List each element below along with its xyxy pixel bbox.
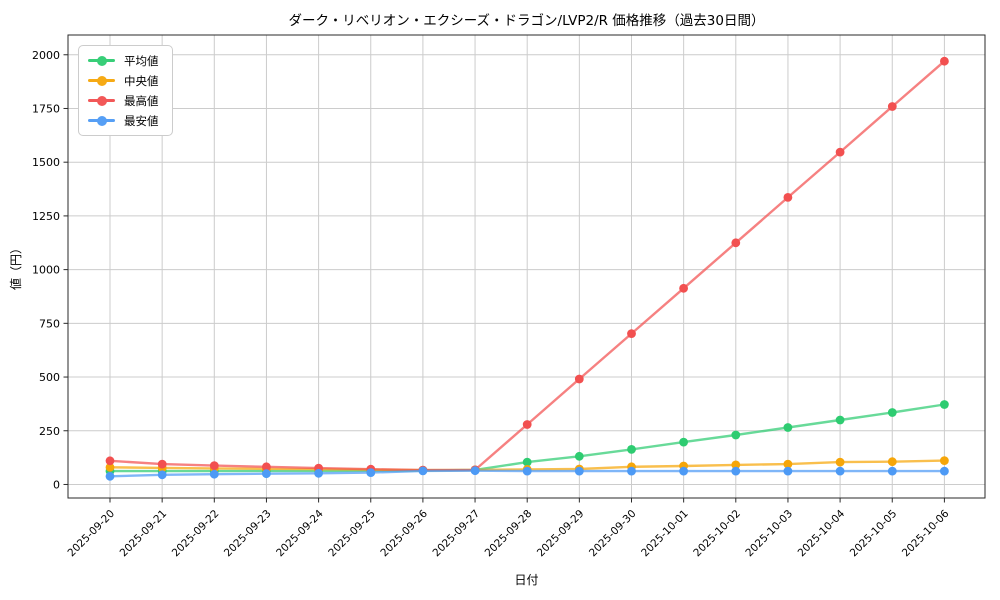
- y-tick-labels: 0 250 500 750 1000 1250 1500 1750 2000: [32, 49, 60, 492]
- data-point: [940, 400, 949, 409]
- svg-text:250: 250: [39, 425, 60, 438]
- data-point: [731, 238, 741, 248]
- data-point: [418, 466, 428, 476]
- legend-item-0: 平均値: [88, 52, 159, 69]
- data-point: [679, 437, 688, 447]
- svg-text:1750: 1750: [32, 102, 60, 115]
- data-point: [574, 466, 584, 476]
- svg-text:500: 500: [39, 371, 60, 384]
- svg-text:2025-09-21: 2025-09-21: [118, 508, 170, 560]
- data-point: [157, 470, 167, 480]
- legend: 平均値中央値最高値最安値: [78, 45, 173, 136]
- legend-marker-icon: [88, 55, 115, 66]
- data-point: [522, 457, 532, 467]
- axes-frame: [67, 34, 986, 499]
- chart-title: ダーク・リベリオン・エクシーズ・ドラゴン/LVP2/R 価格推移（過去30日間）: [288, 13, 765, 29]
- data-point: [209, 461, 219, 470]
- svg-text:1250: 1250: [32, 210, 60, 223]
- svg-text:2025-10-06: 2025-10-06: [900, 507, 952, 559]
- data-point: [783, 193, 793, 202]
- svg-text:2025-09-26: 2025-09-26: [378, 507, 430, 559]
- svg-text:750: 750: [39, 317, 60, 330]
- svg-text:2025-09-20: 2025-09-20: [65, 508, 117, 560]
- svg-text:2025-09-23: 2025-09-23: [222, 508, 274, 560]
- legend-label: 最高値: [124, 93, 159, 108]
- legend-marker-icon: [88, 115, 115, 126]
- data-point: [627, 466, 636, 476]
- data-point: [470, 466, 480, 476]
- data-point: [679, 283, 688, 293]
- data-point: [940, 456, 949, 465]
- legend-label: 最安値: [124, 113, 159, 128]
- svg-text:2025-09-25: 2025-09-25: [326, 508, 378, 560]
- legend-marker-icon: [88, 75, 115, 86]
- data-point: [887, 408, 897, 417]
- data-point: [940, 56, 949, 66]
- svg-text:2000: 2000: [32, 49, 60, 62]
- x-tick-labels: 2025-09-20 2025-09-21 2025-09-22 2025-09-23…: [65, 507, 951, 559]
- data-point: [731, 460, 741, 470]
- svg-text:1000: 1000: [32, 264, 60, 277]
- data-point: [209, 469, 219, 479]
- data-point: [783, 466, 793, 476]
- svg-text:2025-09-30: 2025-09-30: [587, 508, 639, 560]
- data-point: [887, 466, 897, 476]
- data-point: [887, 457, 897, 467]
- data-point: [522, 420, 532, 429]
- svg-text:2025-10-04: 2025-10-04: [796, 507, 848, 559]
- data-point: [731, 430, 741, 440]
- data-point: [887, 102, 897, 111]
- data-point: [783, 423, 793, 432]
- x-axis-label: 日付: [514, 573, 539, 587]
- legend-item-1: 中央値: [88, 72, 159, 89]
- svg-text:2025-10-02: 2025-10-02: [691, 508, 743, 560]
- svg-text:1500: 1500: [32, 156, 60, 169]
- legend-item-3: 最安値: [88, 112, 159, 129]
- series-layer: [105, 56, 949, 481]
- svg-text:2025-10-05: 2025-10-05: [848, 508, 900, 560]
- data-point: [679, 466, 688, 476]
- data-point: [366, 468, 376, 477]
- data-point: [835, 466, 845, 476]
- data-point: [105, 456, 115, 466]
- legend-marker-icon: [88, 95, 115, 106]
- svg-text:2025-10-03: 2025-10-03: [743, 508, 795, 560]
- data-point: [731, 466, 741, 476]
- svg-text:2025-09-24: 2025-09-24: [274, 507, 326, 559]
- data-point: [105, 462, 115, 472]
- legend-item-2: 最高値: [88, 92, 159, 109]
- data-point: [940, 466, 949, 476]
- legend-label: 中央値: [124, 73, 159, 88]
- svg-text:0: 0: [53, 478, 60, 491]
- svg-text:2025-09-29: 2025-09-29: [535, 508, 587, 560]
- data-point: [835, 147, 845, 157]
- svg-text:2025-09-22: 2025-09-22: [170, 508, 222, 560]
- data-point: [262, 462, 271, 472]
- data-point: [783, 459, 793, 469]
- svg-text:2025-10-01: 2025-10-01: [639, 508, 691, 560]
- svg-text:2025-09-27: 2025-09-27: [431, 508, 483, 560]
- axis-ticks: [63, 54, 945, 503]
- gridlines: [68, 35, 985, 498]
- y-axis-label: 値（円）: [9, 242, 23, 291]
- data-point: [574, 451, 584, 461]
- data-point: [627, 445, 636, 454]
- data-point: [262, 469, 271, 479]
- data-point: [835, 415, 845, 425]
- data-point: [627, 329, 636, 338]
- data-point: [522, 466, 532, 476]
- data-point: [314, 468, 323, 478]
- data-point: [835, 457, 845, 467]
- data-point: [157, 459, 167, 469]
- svg-text:2025-09-28: 2025-09-28: [483, 508, 535, 560]
- legend-label: 平均値: [124, 53, 159, 68]
- data-point: [105, 471, 115, 481]
- data-point: [574, 374, 584, 384]
